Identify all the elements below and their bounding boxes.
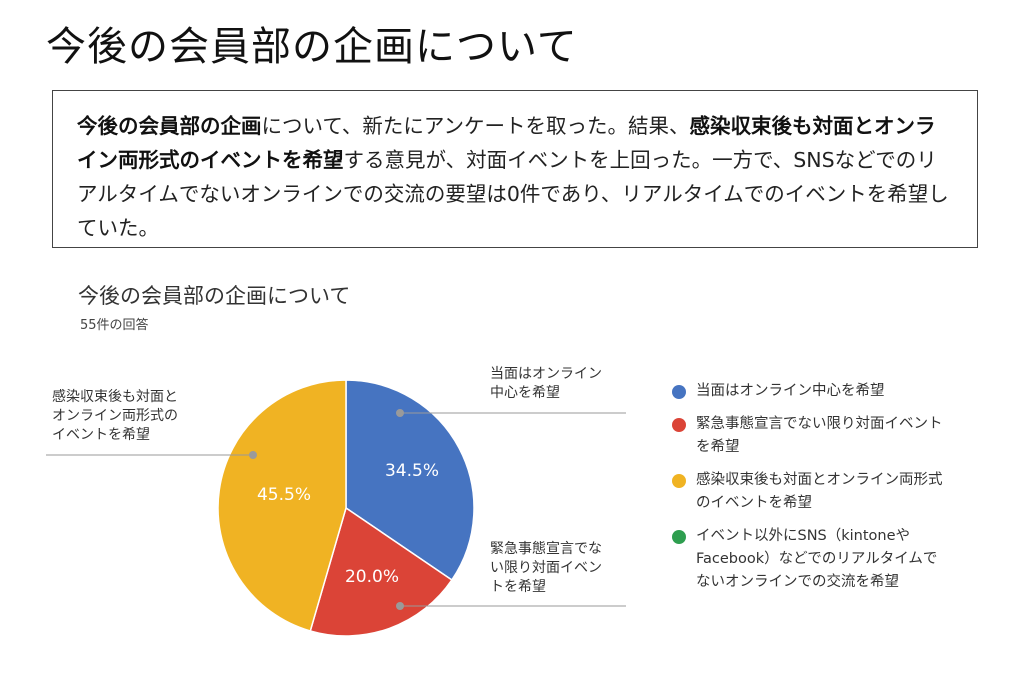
page-title: 今後の会員部の企画について [46, 24, 578, 70]
slice-value-label-2: 45.5% [257, 485, 311, 505]
legend-label-3-0: イベント以外にSNS（kintoneや [696, 528, 911, 544]
legend-swatch-1 [672, 418, 686, 432]
legend-label-3-2: ないオンラインでの交流を希望 [696, 574, 899, 590]
summary-box: 今後の会員部の企画について、新たにアンケートを取った。結果、感染収束後も対面とオ… [52, 90, 978, 248]
chart-title: 今後の会員部の企画について [78, 284, 351, 308]
legend-label-0-0: 当面はオンライン中心を希望 [696, 383, 885, 399]
slice-value-label-0: 34.5% [385, 461, 439, 481]
legend-item-2: 感染収束後も対面とオンライン両形式 のイベントを希望 [672, 469, 1012, 515]
pie-slice-0 [345, 379, 475, 581]
chart-subtitle: 55件の回答 [80, 318, 149, 333]
callout-dot-0 [396, 409, 404, 417]
legend-label-1-1: を希望 [696, 439, 740, 455]
callout-text-0-1: 中心を希望 [490, 385, 560, 401]
legend-swatch-3 [672, 530, 686, 544]
callout-text-1-1: い限り対面イベン [490, 560, 602, 576]
callout-text-1-2: トを希望 [490, 579, 546, 595]
summary-text-2: する意見が、対面イベントを上回った。一方で、SNSなどでのリアルタイムでないオン… [77, 148, 949, 240]
callout-text-2-2: イベントを希望 [52, 427, 150, 443]
legend-item-3: イベント以外にSNS（kintoneや Facebook）などでのリアルタイムでな… [672, 525, 1012, 594]
legend-item-1: 緊急事態宣言でない限り対面イベント を希望 [672, 413, 1012, 459]
callout-dot-2 [249, 451, 257, 459]
legend-label-2-0: 感染収束後も対面とオンライン両形式 [696, 472, 943, 488]
legend-item-0: 当面はオンライン中心を希望 [672, 380, 1012, 403]
pie-slice-2 [217, 379, 347, 632]
chart-legend: 当面はオンライン中心を希望 緊急事態宣言でない限り対面イベント を希望 感染収束後も対… [672, 380, 1012, 604]
summary-text-1: について、新たにアンケートを取った。結果、 [261, 114, 690, 138]
legend-swatch-2 [672, 474, 686, 488]
summary-bold-2: 感染収束後も対面とオンライン両形式のイベントを希望 [77, 114, 936, 172]
callout-text-0-0: 当面はオンライン [490, 366, 602, 382]
callout-text-2-0: 感染収束後も対面と [52, 388, 178, 405]
callout-text-2-1: オンライン両形式の [52, 408, 178, 424]
callout-text-1-0: 緊急事態宣言でな [490, 541, 602, 557]
legend-label-1-0: 緊急事態宣言でない限り対面イベント [696, 416, 943, 432]
pie-slice-1 [309, 506, 453, 637]
legend-label-2-1: のイベントを希望 [696, 495, 812, 511]
legend-label-3-1: Facebook）などでのリアルタイムで [696, 551, 938, 567]
callout-dot-1 [396, 602, 404, 610]
legend-swatch-0 [672, 385, 686, 399]
slice-value-label-1: 20.0% [345, 567, 399, 587]
summary-bold-1: 今後の会員部の企画 [77, 114, 262, 138]
